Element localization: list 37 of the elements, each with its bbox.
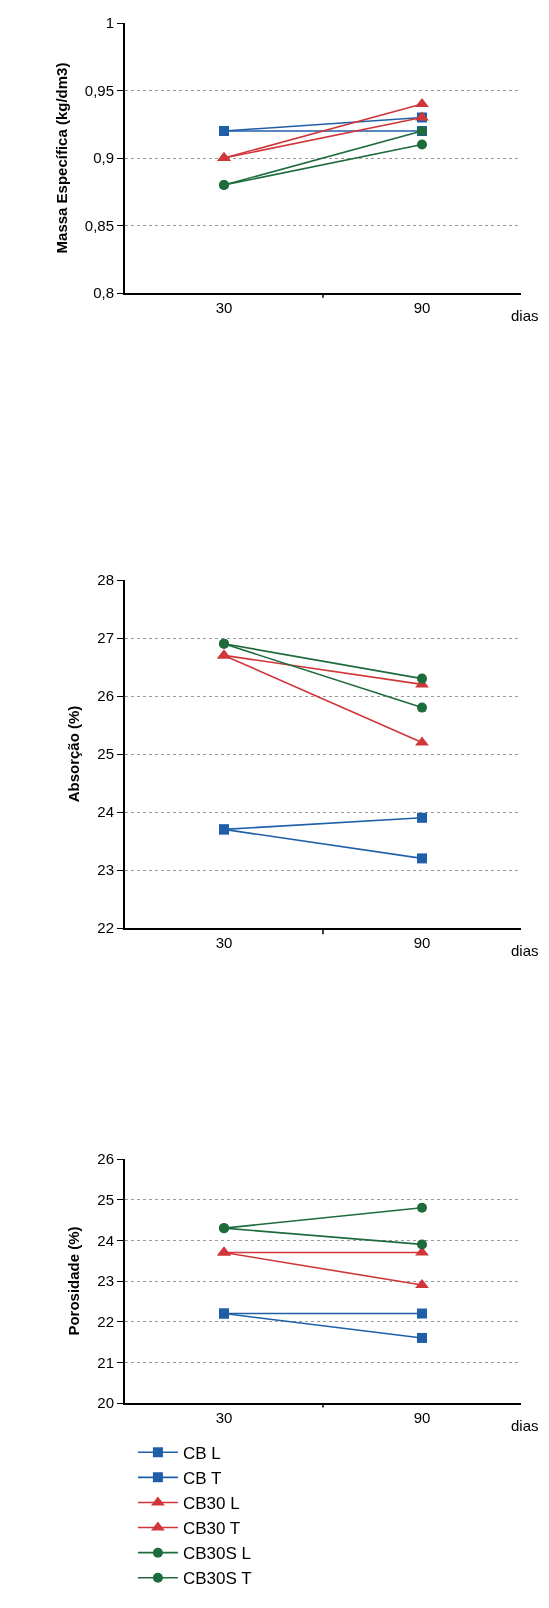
x-axis-title: dias — [511, 307, 539, 324]
x-tick-label: 90 — [413, 934, 431, 951]
y-tick-label: 0,8 — [93, 284, 114, 302]
legend-label: CB L — [182, 1443, 221, 1463]
y-tick-label: 0,95 — [84, 81, 114, 99]
legend-label: CB30S L — [182, 1544, 251, 1564]
y-tick-label: 26 — [97, 1150, 114, 1168]
legend-label: CB30 T — [182, 1519, 241, 1539]
y-axis-title: Absorção (%) — [65, 705, 83, 803]
y-tick-label: 24 — [97, 1231, 114, 1249]
x-tick-label: 90 — [413, 299, 431, 316]
x-axis-title: dias — [511, 942, 539, 959]
y-tick-label: 23 — [97, 861, 114, 879]
y-tick-label: 22 — [97, 1312, 114, 1330]
y-axis-title: Porosidade (%) — [65, 1226, 83, 1336]
x-tick-label: 30 — [215, 934, 233, 951]
x-tick-label: 30 — [215, 1409, 233, 1426]
y-tick-label: 1 — [105, 14, 114, 32]
y-tick-label: 0,85 — [84, 216, 114, 234]
x-tick-label: 90 — [413, 1409, 431, 1426]
y-tick-label: 26 — [97, 687, 114, 705]
y-tick-label: 22 — [97, 919, 114, 937]
x-tick-label: 30 — [215, 299, 233, 316]
x-axis-title: dias — [511, 1417, 539, 1434]
legend-label: CB30S T — [182, 1569, 252, 1589]
y-tick-label: 20 — [97, 1394, 114, 1412]
y-tick-label: 24 — [97, 803, 114, 821]
y-axis-title: Massa Específica (kg/dm3) — [52, 62, 70, 254]
y-tick-label: 25 — [97, 1190, 114, 1208]
y-tick-label: 27 — [97, 629, 114, 647]
y-tick-label: 28 — [97, 571, 114, 589]
legend-label: CB30 L — [182, 1494, 240, 1514]
legend-label: CB T — [182, 1469, 222, 1488]
y-tick-label: 23 — [97, 1272, 114, 1290]
y-tick-label: 25 — [97, 745, 114, 763]
y-tick-label: 0,9 — [93, 149, 114, 167]
y-tick-label: 21 — [97, 1353, 114, 1371]
